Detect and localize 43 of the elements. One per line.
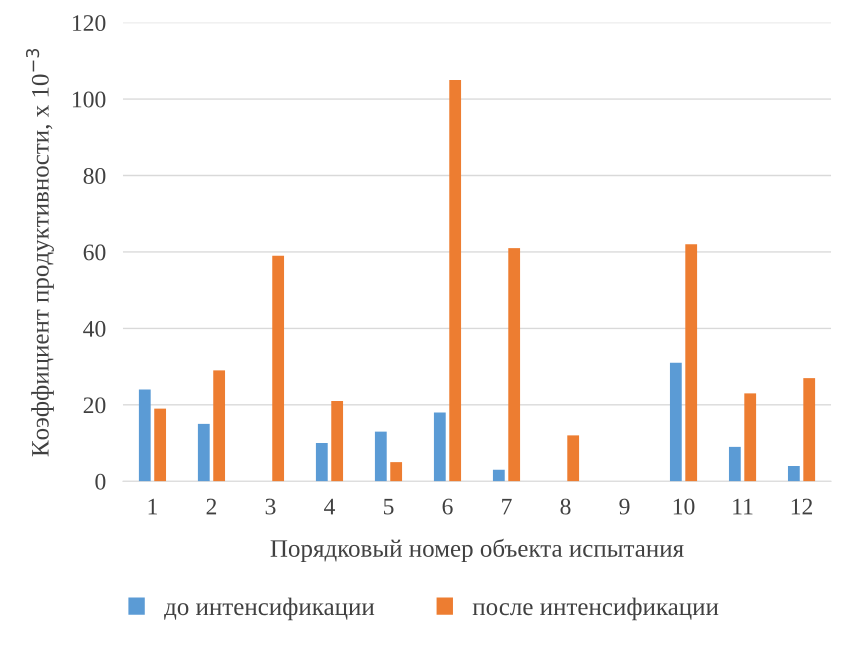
y-tick-label: 0	[95, 474, 106, 490]
bar	[272, 256, 284, 482]
bar	[508, 248, 520, 482]
y-tick-label: 100	[72, 92, 106, 108]
bar	[390, 462, 402, 482]
y-tick-label: 80	[84, 168, 106, 184]
x-tick-label: 2	[206, 498, 216, 514]
x-tick-label: 3	[266, 498, 276, 515]
legend-label: до интенсификации	[164, 598, 374, 620]
bar	[803, 378, 816, 482]
y-tick-label: 60	[84, 244, 106, 260]
bar	[154, 408, 166, 482]
bar	[449, 80, 462, 482]
bar	[670, 362, 682, 482]
legend-label: после интенсификации	[472, 598, 718, 620]
bar	[374, 432, 387, 482]
x-tick-label: 11	[733, 498, 752, 514]
x-tick-label: 9	[619, 498, 630, 515]
bar	[213, 370, 226, 482]
y-tick-label: 20	[84, 397, 106, 414]
x-tick-label: 10	[674, 498, 694, 515]
y-tick-label: 40	[83, 320, 106, 337]
bar	[331, 401, 344, 482]
bar	[198, 424, 210, 482]
x-tick-label: 5	[384, 498, 394, 515]
y-tick-label: 120	[72, 15, 106, 32]
bar	[492, 470, 505, 482]
bar	[567, 435, 580, 482]
x-tick-label: 8	[560, 498, 571, 515]
x-axis-title: Порядковый номер объекта испытания	[270, 538, 684, 562]
bar	[728, 446, 741, 482]
x-tick-label: 1	[148, 498, 157, 514]
y-axis-title: Коэффициент продуктивности, х 10$^{−3}$	[26, 48, 54, 456]
x-tick-label: 7	[502, 498, 512, 514]
bar	[316, 443, 328, 482]
x-tick-label: 6	[442, 498, 453, 515]
bar	[788, 466, 800, 482]
bar	[434, 412, 446, 482]
bar	[138, 390, 151, 482]
x-tick-label: 4	[324, 498, 336, 514]
bar	[744, 393, 756, 482]
bar	[685, 244, 698, 482]
x-tick-label: 12	[792, 498, 812, 514]
